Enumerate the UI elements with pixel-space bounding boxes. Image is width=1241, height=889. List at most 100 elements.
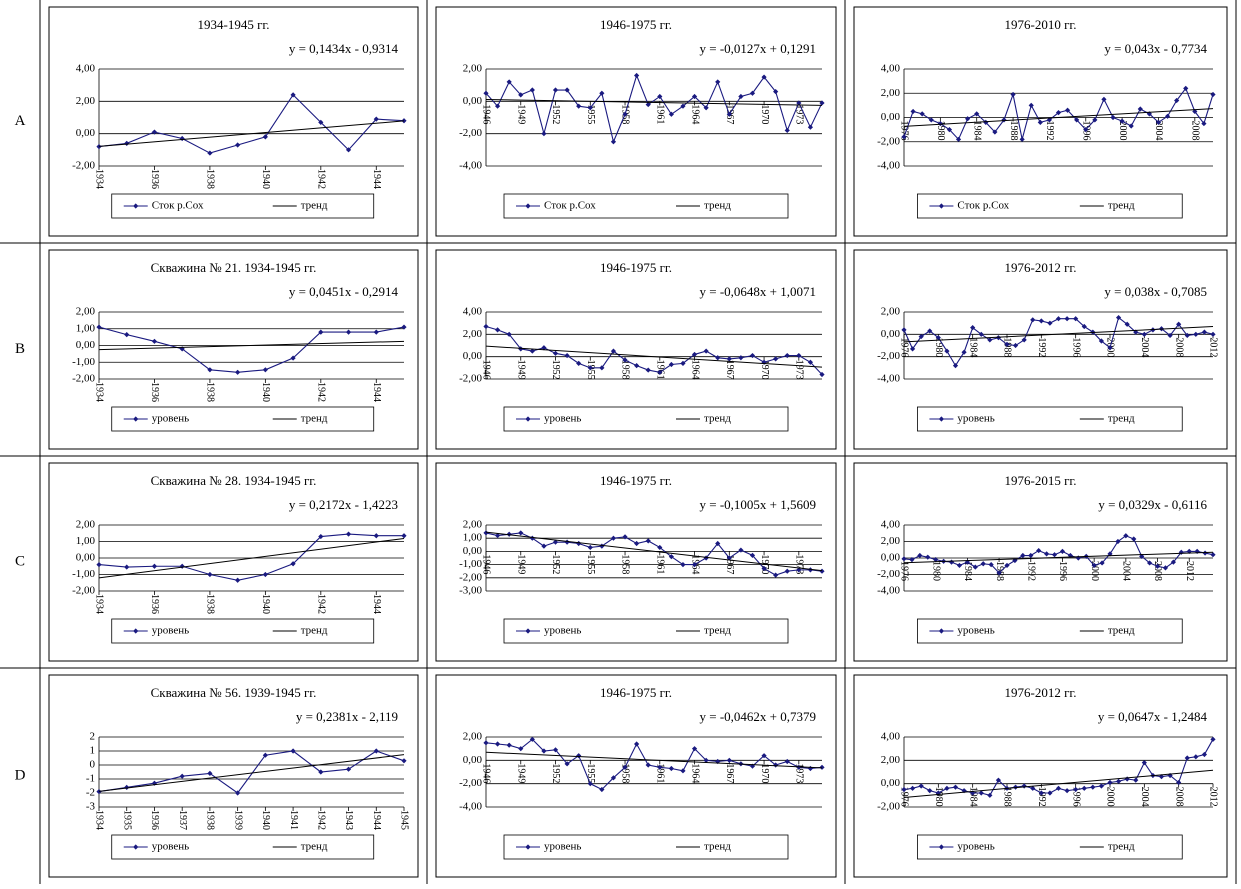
x-tick-label: 1941 [288,810,299,830]
x-tick-label: 1944 [371,169,382,189]
chart: 1976-2015 гг. y = 0,0329x - 0,6116 -4,00 -2… [853,462,1228,662]
x-tick-label: 1934 [94,594,105,614]
data-point [680,562,686,568]
data-point [917,552,923,559]
data-point [925,554,931,560]
legend-label: уровень [152,413,189,425]
data-point [1001,117,1007,123]
x-tick-label: 1940 [260,810,271,830]
x-tick-label: 1942 [316,594,327,614]
data-point [599,90,605,96]
data-point [1210,331,1216,337]
data-point [541,543,547,549]
data-point [1210,736,1216,742]
data-point [645,101,651,108]
data-point [290,355,296,361]
y-tick-label: -2,00 [459,777,482,789]
y-tick-label: 2,00 [463,63,483,75]
y-tick-label: -3,00 [459,585,482,597]
x-tick-label: 1958 [620,360,631,380]
data-point [634,540,640,547]
x-tick-label: 1970 [759,763,770,783]
x-tick-label: 2008 [1173,337,1184,357]
legend-marker [525,416,531,422]
data-point [124,332,130,338]
data-point [124,784,130,790]
chart-title: 1946-1975 гг. [600,17,672,32]
legend [917,406,1183,432]
data-point [1010,91,1016,98]
data-point [1030,785,1036,791]
data-point [715,540,721,547]
x-tick-label: 1946 [481,104,492,124]
data-point [1028,102,1034,108]
data-point [927,788,933,794]
data-point [935,335,941,341]
x-tick-label: 1934 [94,810,105,830]
x-tick-label: 1949 [515,763,526,783]
data-point [1164,113,1171,119]
trend-line [903,769,1214,798]
data-point [668,111,674,117]
row-label: B [15,341,25,357]
data-point [610,348,617,354]
data-point [796,352,802,359]
data-point [1051,552,1058,558]
x-tick-label: 2004 [1153,121,1164,141]
data-point [773,762,779,768]
data-point [318,769,324,775]
data-point [506,742,512,748]
x-tick-label: 2012 [1184,561,1195,581]
x-tick-label: 1952 [550,360,561,380]
data-point [796,764,802,770]
data-point [506,331,512,337]
data-point [1037,119,1043,125]
data-point [1119,118,1125,124]
data-point [680,103,686,109]
data-point [668,361,674,368]
data-point [937,120,943,127]
x-tick-label: 1973 [794,360,805,380]
y-tick-label: -2,00 [459,571,482,583]
data-point [657,764,663,770]
x-tick-label: 1939 [232,810,243,830]
data-point [680,360,686,366]
data-point [1133,777,1139,783]
data-point [680,768,686,774]
trend-equation: y = 0,0647x - 1,2484 [1098,709,1208,724]
trend-equation: y = 0,038x - 0,7085 [1104,284,1207,299]
data-point [1176,779,1182,786]
trend-line [485,751,823,769]
y-tick-label: 0,00 [76,552,96,564]
y-tick-label: 0,00 [463,754,483,766]
data-point [1174,97,1180,104]
legend-marker [938,628,945,634]
data-point [1098,338,1105,344]
y-tick-label: 2,00 [463,519,483,531]
x-tick-label: 1946 [481,554,492,574]
x-tick-label: 2004 [1139,787,1150,807]
x-tick-label: 1936 [149,810,160,830]
y-tick-label: 0,00 [881,777,901,789]
legend-label: уровень [957,413,994,425]
data-point [761,753,767,759]
data-point [1133,329,1139,335]
data-point [726,555,732,561]
data-point [1155,119,1162,125]
x-tick-label: 2008 [1152,561,1163,581]
y-tick-label: -1,00 [459,558,482,570]
data-point [738,93,744,100]
y-tick-label: -1,00 [72,568,95,580]
data-point [1081,785,1087,791]
data-point [1162,565,1169,571]
data-point [1059,548,1066,554]
legend [917,618,1183,644]
data-point [987,337,993,343]
data-point [691,93,698,100]
x-tick-label: 1955 [585,554,596,574]
data-point [1193,331,1199,337]
legend-label: уровень [544,841,581,853]
data-point [622,764,628,770]
x-tick-label: 1940 [260,169,271,189]
